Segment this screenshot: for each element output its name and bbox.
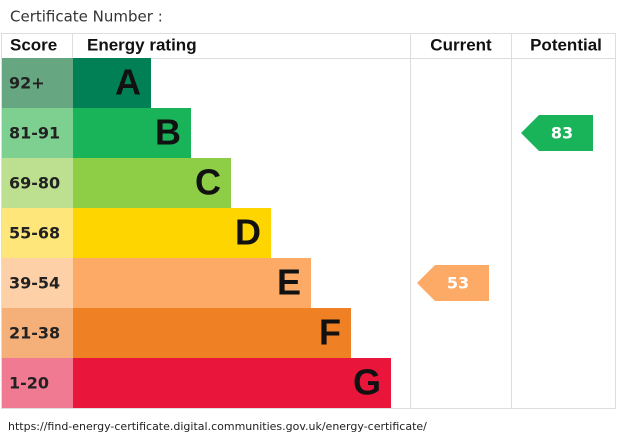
- rating-letter: G: [353, 362, 381, 403]
- rating-arrow: [417, 265, 489, 301]
- score-label: 69-80: [9, 174, 60, 193]
- score-label: 21-38: [9, 324, 60, 343]
- column-header: Current: [430, 35, 492, 54]
- rating-letter: C: [195, 162, 221, 203]
- rating-value: 53: [447, 274, 469, 293]
- column-header: Score: [10, 35, 57, 54]
- score-label: 92+: [9, 74, 45, 93]
- footer-url: https://find-energy-certificate.digital.…: [8, 420, 427, 433]
- score-cell: [2, 208, 73, 258]
- rating-value: 83: [551, 124, 573, 143]
- rating-letter: D: [235, 212, 261, 253]
- score-label: 39-54: [9, 274, 60, 293]
- score-label: 1-20: [9, 374, 49, 393]
- rating-bar: [73, 208, 271, 258]
- rating-bar: [73, 108, 191, 158]
- rating-letter: A: [115, 62, 141, 103]
- score-label: 55-68: [9, 224, 60, 243]
- score-cell: [2, 258, 73, 308]
- rating-bar: [73, 358, 391, 408]
- rating-arrow: [521, 115, 593, 151]
- score-cell: [2, 58, 73, 108]
- score-cell: [2, 108, 73, 158]
- score-cell: [2, 308, 73, 358]
- column-header: Energy rating: [87, 35, 197, 54]
- rating-bar: [73, 258, 311, 308]
- score-cell: [2, 158, 73, 208]
- rating-letter: E: [277, 262, 301, 303]
- table-border: [1, 33, 616, 409]
- score-label: 81-91: [9, 124, 60, 143]
- column-header: Potential: [530, 35, 602, 54]
- rating-bar: [73, 158, 231, 208]
- rating-bar: [73, 308, 351, 358]
- score-cell: [2, 358, 73, 408]
- rating-letter: F: [319, 312, 341, 353]
- rating-letter: B: [155, 112, 181, 153]
- rating-bar: [73, 58, 151, 108]
- certificate-number: Certificate Number :: [10, 8, 163, 26]
